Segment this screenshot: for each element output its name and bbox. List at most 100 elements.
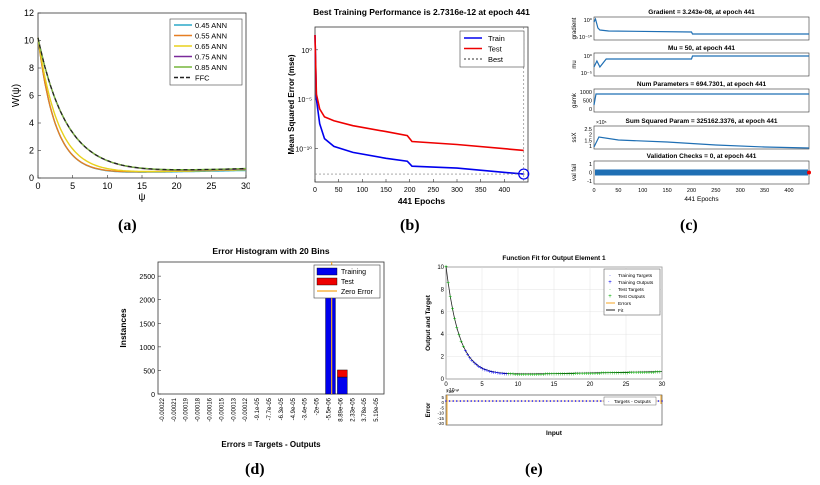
data-marker: + <box>630 371 634 377</box>
panel-c: Gradient = 3.243e-08, at epoch 441 gradie… <box>568 5 816 215</box>
data-marker: + <box>611 371 615 377</box>
y-axis-label: Output and Target <box>425 294 432 351</box>
y-tick-label: 0 <box>441 377 445 383</box>
data-marker: + <box>544 372 548 378</box>
error-point <box>510 400 512 402</box>
data-marker: + <box>507 372 511 378</box>
error-point <box>448 400 451 402</box>
x-tick-label: 10 <box>515 382 522 388</box>
x-axis-label: ψ <box>138 192 145 203</box>
x-tick-label: 300 <box>736 188 745 194</box>
legend-swatch <box>316 277 338 286</box>
data-marker: + <box>526 372 530 378</box>
data-marker: + <box>557 372 561 378</box>
chart-b: Best Training Performance is 2.7316e-12 … <box>287 7 530 206</box>
subplot-trace <box>593 136 810 149</box>
data-marker: + <box>554 372 558 378</box>
error-legend-box <box>603 396 657 406</box>
x-axis-label: 441 Epochs <box>684 196 719 203</box>
error-point <box>564 400 566 402</box>
legend-label: Training Targets <box>618 273 653 279</box>
x-tick-label: 15 <box>551 382 558 388</box>
panel-a: 0 5 10 15 20 25 30 0 2 4 6 8 10 12 ψ W(ψ) 0.45 ANN 0.55 A… <box>10 5 251 205</box>
error-ytick: -15 <box>437 416 444 421</box>
error-point <box>528 400 530 402</box>
chart-c: Gradient = 3.243e-08, at epoch 441 gradie… <box>572 9 811 203</box>
panel-label-a: (a) <box>118 217 137 234</box>
data-marker: + <box>539 372 543 378</box>
error-point <box>506 400 508 402</box>
legend-label: Errors <box>618 301 632 307</box>
data-marker: + <box>494 371 498 377</box>
y-tick-label: 500 <box>143 368 155 375</box>
subplot-trace <box>593 55 809 69</box>
y-tick-label: 8 <box>29 63 34 73</box>
error-point <box>661 400 663 402</box>
subplot-ytick: 1000 <box>580 90 592 96</box>
series-line-ffc <box>37 37 247 171</box>
panel-label-e: (e) <box>525 461 543 478</box>
x-tick-label: 0 <box>313 187 317 194</box>
data-marker: + <box>513 372 517 378</box>
x-tick-label: 15 <box>137 181 147 191</box>
subplot-title: Gradient = 3.243e-08, at epoch 441 <box>648 9 755 16</box>
fit-line <box>445 265 662 375</box>
y-tick-label: 1500 <box>139 321 155 328</box>
x-tick-label: 30 <box>659 382 666 388</box>
x-tick-label: 0 <box>444 382 448 388</box>
subplot-ytick: 1.5 <box>584 138 592 144</box>
error-point <box>481 400 483 402</box>
x-tick-label: 5 <box>480 382 484 388</box>
legend-label: Test <box>488 45 503 54</box>
subplot-frame <box>593 16 810 41</box>
panel-label-d: (d) <box>245 461 265 478</box>
subplot-frame <box>593 88 810 113</box>
legend-label: 0.65 ANN <box>195 42 227 51</box>
x-tick-label: 8.89e-06 <box>338 397 344 421</box>
x-tick-label: -9.1e-05 <box>255 397 261 420</box>
error-point <box>600 400 602 402</box>
data-marker: + <box>528 372 532 378</box>
error-point <box>592 400 595 402</box>
data-marker: + <box>632 371 636 377</box>
data-marker: + <box>455 326 459 332</box>
subplot-ylabel: ssX <box>572 132 578 142</box>
error-point <box>578 400 580 402</box>
data-marker: + <box>570 372 574 378</box>
data-marker: + <box>574 372 578 378</box>
error-point <box>513 400 516 402</box>
error-point <box>502 400 505 402</box>
x-tick-label: 150 <box>380 187 392 194</box>
error-point <box>589 400 591 402</box>
data-marker: + <box>492 370 496 376</box>
data-marker: + <box>477 364 481 370</box>
error-point <box>560 400 562 402</box>
panel-b: Best Training Performance is 2.7316e-12 … <box>285 5 545 215</box>
x-tick-label: -0.00015 <box>219 397 225 421</box>
y-tick-label: 8 <box>441 287 445 293</box>
subplot-ytick: 10⁰ <box>584 53 593 60</box>
x-tick-label: -0.00012 <box>243 397 249 421</box>
x-tick-label: 50 <box>335 187 343 194</box>
legend-box <box>169 18 243 86</box>
error-ytick: -10 <box>437 411 444 416</box>
y-tick-label: 0 <box>29 173 34 183</box>
data-marker: + <box>541 372 545 378</box>
y-tick-label: 0 <box>151 392 155 399</box>
legend-label: Best <box>488 55 504 64</box>
subplot-ytick: 500 <box>583 99 592 105</box>
data-marker: + <box>595 371 599 377</box>
x-tick-label: 25 <box>623 382 630 388</box>
y-tick-label: 10⁻¹⁰ <box>295 145 312 153</box>
data-marker: + <box>550 372 554 378</box>
data-marker: + <box>509 372 513 378</box>
data-marker: + <box>613 371 617 377</box>
x-tick-label: 100 <box>356 187 368 194</box>
subplot-trace <box>593 93 809 106</box>
x-tick-label: 30 <box>241 181 250 191</box>
data-marker: + <box>453 317 457 323</box>
y-tick-label: 10⁰ <box>301 47 312 55</box>
data-marker: + <box>572 372 576 378</box>
x-exponent: ×10⁻⁸ <box>446 388 459 394</box>
legend-label: Test Outputs <box>618 294 646 300</box>
